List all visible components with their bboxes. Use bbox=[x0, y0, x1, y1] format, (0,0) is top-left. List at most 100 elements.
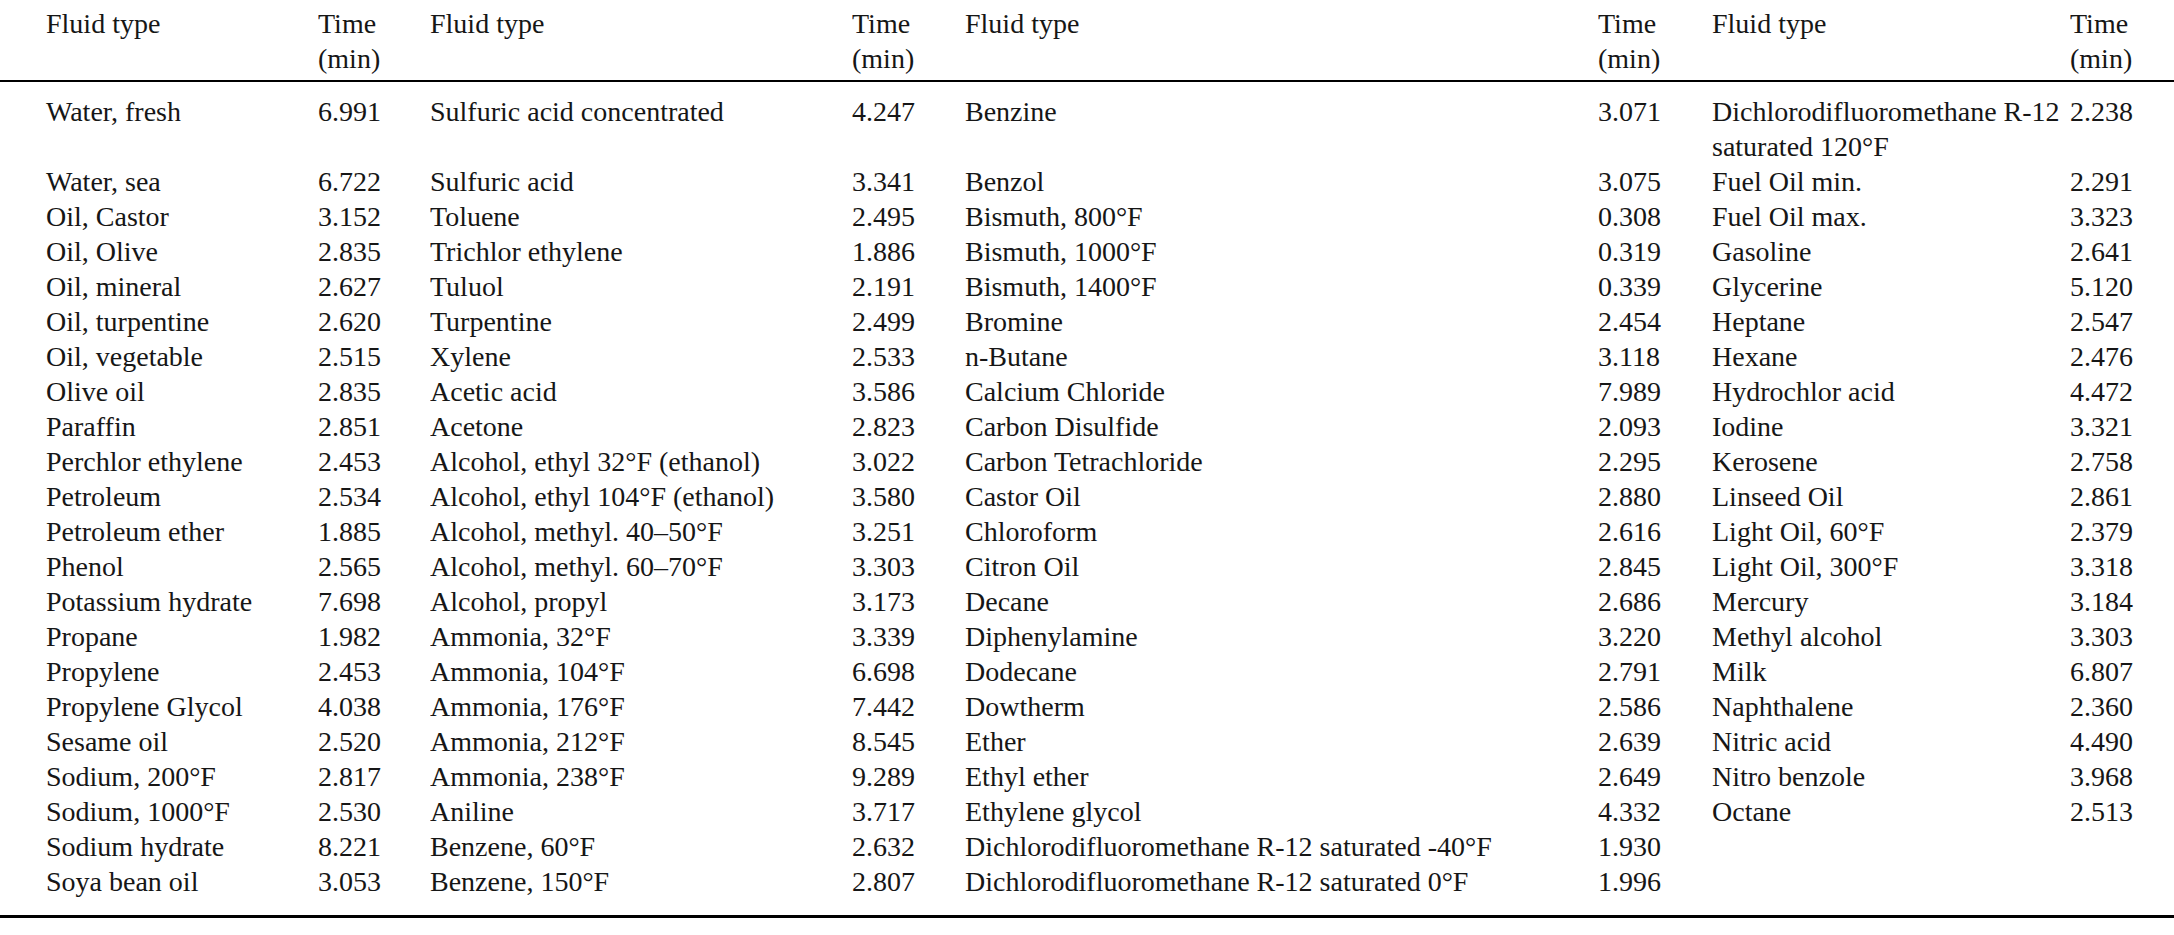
fluid-cell: Hydrochlor acid bbox=[1712, 374, 2070, 409]
time-cell: 2.823 bbox=[852, 409, 965, 444]
table-row: Potassium hydrate7.698Alcohol, propyl3.1… bbox=[0, 584, 2174, 619]
fluid-cell: Benzine bbox=[965, 81, 1598, 164]
time-cell: 3.321 bbox=[2070, 409, 2174, 444]
table-row: Propylene2.453Ammonia, 104°F6.698Dodecan… bbox=[0, 654, 2174, 689]
fluid-cell: Oil, mineral bbox=[0, 269, 318, 304]
fluid-cell: Propylene bbox=[0, 654, 318, 689]
fluid-cell: Sesame oil bbox=[0, 724, 318, 759]
time-cell: 2.817 bbox=[318, 759, 430, 794]
table-row: Propane1.982Ammonia, 32°F3.339Diphenylam… bbox=[0, 619, 2174, 654]
fluid-cell: Ammonia, 212°F bbox=[430, 724, 852, 759]
fluid-cell: Sulfuric acid concentrated bbox=[430, 81, 852, 164]
table-row: Water, fresh6.991Sulfuric acid concentra… bbox=[0, 81, 2174, 164]
fluid-cell: Trichlor ethylene bbox=[430, 234, 852, 269]
time-cell: 8.545 bbox=[852, 724, 965, 759]
time-cell: 2.533 bbox=[852, 339, 965, 374]
time-cell: 0.319 bbox=[1598, 234, 1712, 269]
fluid-cell: Carbon Tetrachloride bbox=[965, 444, 1598, 479]
time-cell: 4.472 bbox=[2070, 374, 2174, 409]
fluid-cell: Nitric acid bbox=[1712, 724, 2070, 759]
time-cell: 4.247 bbox=[852, 81, 965, 164]
time-header: Time (min) bbox=[852, 0, 965, 81]
time-cell: 2.513 bbox=[2070, 794, 2174, 829]
time-header: Time (min) bbox=[2070, 0, 2174, 81]
fluid-cell: Oil, Castor bbox=[0, 199, 318, 234]
time-cell: 2.495 bbox=[852, 199, 965, 234]
time-cell: 3.318 bbox=[2070, 549, 2174, 584]
fluid-time-table-region: Fluid typeTime (min)Fluid typeTime (min)… bbox=[0, 0, 2174, 918]
table-row: Oil, mineral2.627Tuluol2.191Bismuth, 140… bbox=[0, 269, 2174, 304]
fluid-cell: Bismuth, 1000°F bbox=[965, 234, 1598, 269]
table-row: Oil, Castor3.152Toluene2.495Bismuth, 800… bbox=[0, 199, 2174, 234]
fluid-cell: Glycerine bbox=[1712, 269, 2070, 304]
time-cell: 1.886 bbox=[852, 234, 965, 269]
fluid-cell: Dowtherm bbox=[965, 689, 1598, 724]
table-row: Phenol2.565Alcohol, methyl. 60–70°F3.303… bbox=[0, 549, 2174, 584]
fluid-cell: Oil, turpentine bbox=[0, 304, 318, 339]
fluid-cell: Paraffin bbox=[0, 409, 318, 444]
fluid-cell: Octane bbox=[1712, 794, 2070, 829]
fluid-cell: Petroleum bbox=[0, 479, 318, 514]
fluid-cell: Milk bbox=[1712, 654, 2070, 689]
time-cell: 2.791 bbox=[1598, 654, 1712, 689]
time-cell: 3.053 bbox=[318, 864, 430, 899]
time-cell: 2.453 bbox=[318, 444, 430, 479]
time-cell: 3.220 bbox=[1598, 619, 1712, 654]
fluid-type-header: Fluid type bbox=[0, 0, 318, 81]
fluid-cell: Sodium, 200°F bbox=[0, 759, 318, 794]
time-cell: 2.835 bbox=[318, 234, 430, 269]
time-cell: 2.476 bbox=[2070, 339, 2174, 374]
fluid-cell: Aniline bbox=[430, 794, 852, 829]
time-cell: 2.453 bbox=[318, 654, 430, 689]
fluid-cell: Sulfuric acid bbox=[430, 164, 852, 199]
fluid-cell: Alcohol, methyl. 60–70°F bbox=[430, 549, 852, 584]
time-cell: 3.152 bbox=[318, 199, 430, 234]
fluid-cell: Alcohol, ethyl 104°F (ethanol) bbox=[430, 479, 852, 514]
fluid-cell: Dichlorodifluoromethane R-12 saturated 1… bbox=[1712, 81, 2070, 164]
time-cell: 2.641 bbox=[2070, 234, 2174, 269]
time-cell: 3.339 bbox=[852, 619, 965, 654]
fluid-cell: Propylene Glycol bbox=[0, 689, 318, 724]
fluid-cell: Chloroform bbox=[965, 514, 1598, 549]
time-cell: 6.807 bbox=[2070, 654, 2174, 689]
time-cell: 4.490 bbox=[2070, 724, 2174, 759]
time-cell: 3.303 bbox=[852, 549, 965, 584]
fluid-cell: Gasoline bbox=[1712, 234, 2070, 269]
fluid-cell: Bismuth, 1400°F bbox=[965, 269, 1598, 304]
fluid-cell: Light Oil, 60°F bbox=[1712, 514, 2070, 549]
time-cell: 4.332 bbox=[1598, 794, 1712, 829]
time-cell: 3.075 bbox=[1598, 164, 1712, 199]
table-row: Oil, turpentine2.620Turpentine2.499Bromi… bbox=[0, 304, 2174, 339]
table-row: Oil, vegetable2.515Xylene2.533n-Butane3.… bbox=[0, 339, 2174, 374]
table-header: Fluid typeTime (min)Fluid typeTime (min)… bbox=[0, 0, 2174, 81]
fluid-cell: Nitro benzole bbox=[1712, 759, 2070, 794]
fluid-type-header: Fluid type bbox=[965, 0, 1598, 81]
fluid-cell bbox=[1712, 829, 2070, 864]
fluid-cell: Ether bbox=[965, 724, 1598, 759]
time-cell: 6.991 bbox=[318, 81, 430, 164]
fluid-cell: Citron Oil bbox=[965, 549, 1598, 584]
fluid-cell: Decane bbox=[965, 584, 1598, 619]
time-cell: 3.323 bbox=[2070, 199, 2174, 234]
time-cell: 7.989 bbox=[1598, 374, 1712, 409]
fluid-cell: Kerosene bbox=[1712, 444, 2070, 479]
fluid-cell: Oil, vegetable bbox=[0, 339, 318, 374]
fluid-cell: Acetone bbox=[430, 409, 852, 444]
time-cell bbox=[2070, 864, 2174, 899]
time-cell: 2.586 bbox=[1598, 689, 1712, 724]
fluid-cell: Oil, Olive bbox=[0, 234, 318, 269]
fluid-cell: Alcohol, propyl bbox=[430, 584, 852, 619]
time-cell: 2.845 bbox=[1598, 549, 1712, 584]
time-cell: 2.515 bbox=[318, 339, 430, 374]
fluid-cell: Acetic acid bbox=[430, 374, 852, 409]
time-cell: 2.291 bbox=[2070, 164, 2174, 199]
fluid-cell: Carbon Disulfide bbox=[965, 409, 1598, 444]
time-cell: 2.360 bbox=[2070, 689, 2174, 724]
time-cell: 1.996 bbox=[1598, 864, 1712, 899]
fluid-cell: Calcium Chloride bbox=[965, 374, 1598, 409]
time-cell: 2.880 bbox=[1598, 479, 1712, 514]
time-cell: 2.807 bbox=[852, 864, 965, 899]
fluid-cell: Methyl alcohol bbox=[1712, 619, 2070, 654]
fluid-cell: Dichlorodifluoromethane R-12 saturated 0… bbox=[965, 864, 1598, 899]
table-row: Petroleum2.534Alcohol, ethyl 104°F (etha… bbox=[0, 479, 2174, 514]
